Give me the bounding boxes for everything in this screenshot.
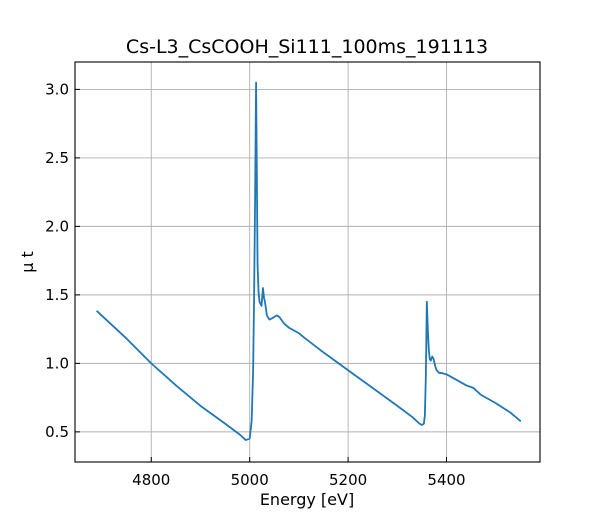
x-tick-label: 5000	[231, 471, 269, 489]
plot-frame	[74, 61, 541, 463]
y-tick-label: 1.5	[45, 286, 69, 304]
x-tick-labels: 4800 5000 5200 5400	[132, 471, 465, 489]
tick-marks	[75, 88, 448, 462]
y-tick-label: 3.0	[45, 80, 69, 98]
y-tick-label: 2.5	[45, 149, 69, 167]
x-tick-label: 4800	[132, 471, 170, 489]
x-tick-label: 5400	[427, 471, 465, 489]
chart-title: Cs-L3_CsCOOH_Si111_100ms_191113	[126, 36, 488, 58]
grid-lines	[75, 62, 540, 462]
series-line	[96, 81, 522, 441]
y-tick-label: 2.0	[45, 217, 69, 235]
plot-area	[96, 81, 522, 441]
y-axis-label: μ t	[18, 251, 37, 273]
y-tick-label: 0.5	[45, 423, 69, 441]
x-axis-label: Energy [eV]	[260, 490, 354, 509]
y-tick-label: 1.0	[45, 354, 69, 372]
x-tick-label: 5200	[329, 471, 367, 489]
y-tick-labels: 0.5 1.0 1.5 2.0 2.5 3.0	[45, 80, 69, 440]
